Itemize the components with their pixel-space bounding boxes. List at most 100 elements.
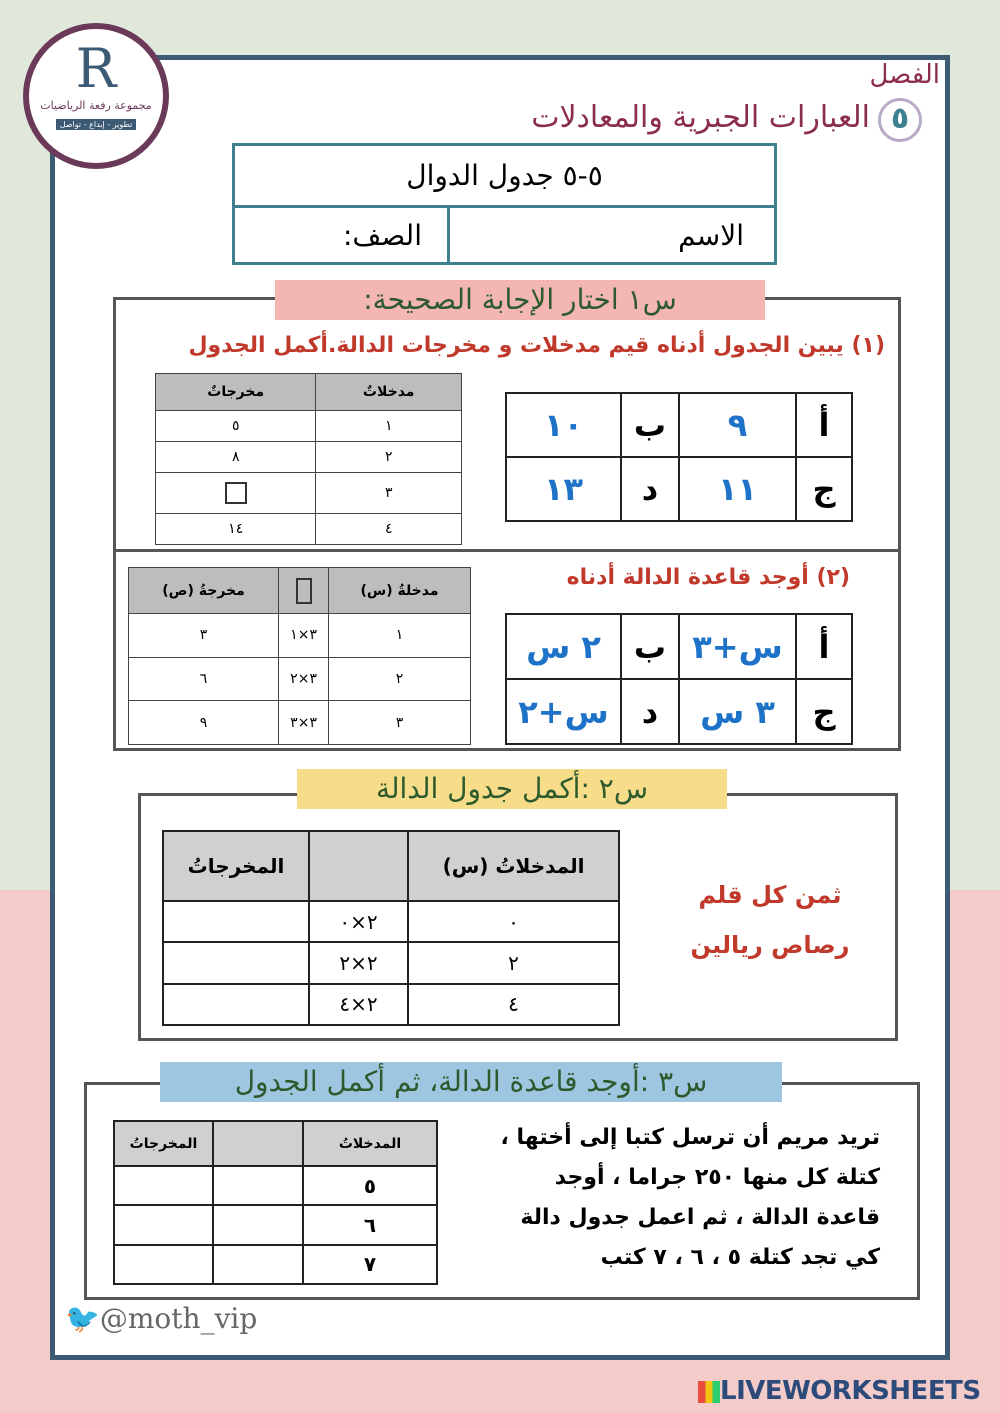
- q2-table: المدخلاتُ (س) المخرجاتُ ٠ ٢×٠ ٢ ٢×٢ ٤ ٢×٤: [162, 830, 620, 1027]
- cell: ٢: [407, 941, 620, 985]
- divider: [115, 549, 899, 552]
- cell: ١: [328, 613, 471, 658]
- paragraph-line: تريد مريم أن ترسل كتبا إلى أختها ،: [500, 1125, 880, 1150]
- answer-cell[interactable]: [162, 899, 310, 944]
- cell: ١٤: [154, 513, 317, 545]
- cell: ١: [315, 410, 462, 442]
- logo-tagline: تطوير - إبداع - تواصل: [55, 119, 137, 130]
- answer-cell[interactable]: [162, 941, 310, 985]
- option-a-value[interactable]: ٩: [678, 392, 797, 458]
- header: المدخلاتُ (س): [407, 830, 620, 902]
- answer-cell[interactable]: [212, 1164, 304, 1207]
- header: المخرجاتُ: [162, 830, 310, 902]
- cell: ٧: [302, 1243, 438, 1286]
- q2-label: س٢ :أكمل جدول الدالة: [297, 769, 727, 809]
- cell: ٣: [328, 700, 471, 745]
- q1-part1-prompt: (١) يبين الجدول أدناه قيم مدخلات و مخرجا…: [188, 333, 885, 358]
- cell: ٠: [407, 899, 620, 944]
- option-c-value[interactable]: ٣ س: [678, 678, 797, 745]
- q3-paragraph: تريد مريم أن ترسل كتبا إلى أختها ، كتلة …: [460, 1118, 880, 1278]
- side-text-line: رصاص ريالين: [690, 931, 850, 959]
- option-d-value[interactable]: س+٢: [505, 678, 622, 745]
- cell: ٢: [328, 656, 471, 702]
- cell: ٣×٢: [278, 656, 330, 702]
- option-b[interactable]: ب: [620, 613, 680, 680]
- logo-name: مجموعة رفعة الرياضيات: [40, 99, 152, 112]
- option-a-value[interactable]: س+٣: [678, 613, 797, 680]
- option-b-value[interactable]: ٢ س: [505, 613, 622, 680]
- answer-cell[interactable]: [113, 1243, 214, 1286]
- cell: ٥: [154, 410, 317, 442]
- paragraph-line: كي تجد كتلة ٥ ، ٦ ، ٧ كتب: [600, 1245, 880, 1270]
- answer-cell[interactable]: [212, 1204, 304, 1246]
- answer-cell[interactable]: [113, 1164, 214, 1207]
- cell: ٤: [407, 982, 620, 1027]
- option-d[interactable]: د: [620, 456, 680, 522]
- blank-box-icon: [224, 481, 247, 504]
- q3-table: المدخلاتُ المخرجاتُ ٥ ٦ ٧: [113, 1120, 438, 1286]
- cell: ٣: [127, 613, 280, 658]
- header: المخرجاتُ: [113, 1120, 214, 1167]
- logo-initial: R: [75, 37, 117, 100]
- liveworksheets-logo-icon: [698, 1380, 720, 1403]
- q1-label: س١ اختار الإجابة الصحيحة:: [275, 280, 765, 320]
- header-blank[interactable]: [212, 1120, 304, 1167]
- answer-cell[interactable]: [212, 1243, 304, 1286]
- option-a[interactable]: أ: [795, 392, 853, 458]
- side-text-line: ثمن كل قلم: [698, 881, 842, 909]
- q1-part2-prompt: (٢) أوجد قاعدة الدالة أدناه: [566, 565, 850, 590]
- option-a[interactable]: أ: [795, 613, 853, 680]
- twitter-handle: 🐦@moth_vip: [65, 1302, 257, 1335]
- q3-label: س٣ :أوجد قاعدة الدالة، ثم أكمل الجدول: [160, 1062, 782, 1102]
- cell: ٣×٣: [278, 700, 330, 745]
- header: مخرجةُ (ص): [127, 567, 280, 614]
- option-d-value[interactable]: ١٣: [505, 456, 622, 522]
- header-blank: [308, 830, 409, 902]
- answer-cell[interactable]: [113, 1204, 214, 1246]
- answer-cell[interactable]: [162, 982, 310, 1027]
- header: المدخلاتُ: [302, 1120, 438, 1167]
- cell: ٥: [302, 1164, 438, 1207]
- cell: ٤: [315, 513, 462, 545]
- option-c-value[interactable]: ١١: [678, 456, 797, 522]
- header: مدخلةُ (س): [328, 567, 471, 614]
- class-field[interactable]: الصف:: [232, 205, 450, 265]
- liveworksheets-brand: LIVEWORKSHEETS: [698, 1376, 981, 1406]
- cell: ٢×٢: [308, 941, 409, 985]
- cell: ٩: [127, 700, 280, 745]
- cell: ٨: [154, 440, 317, 473]
- cell: ٢: [315, 440, 462, 473]
- header-blank: [278, 567, 330, 614]
- cell: ٢×٠: [308, 899, 409, 944]
- option-c[interactable]: ج: [795, 456, 853, 522]
- cell: ٢×٤: [308, 982, 409, 1027]
- cell: ٦: [127, 656, 280, 702]
- cell: ٦: [302, 1204, 438, 1246]
- logo: R مجموعة رفعة الرياضيات تطوير - إبداع - …: [23, 23, 169, 169]
- missing-box: [154, 471, 317, 515]
- chapter-number: ٥: [878, 98, 922, 142]
- option-b-value[interactable]: ١٠: [505, 392, 622, 458]
- chapter-label: الفصل: [869, 60, 940, 90]
- paragraph-line: كتلة كل منها ٢٥٠ جراما ، أوجد: [554, 1165, 880, 1190]
- paragraph-line: قاعدة الدالة ، ثم اعمل جدول دالة: [520, 1205, 880, 1230]
- cell: ٣×١: [278, 613, 330, 658]
- blank-box-icon: [295, 577, 312, 604]
- twitter-text: @moth_vip: [99, 1302, 258, 1335]
- option-d[interactable]: د: [620, 678, 680, 745]
- chapter-title: العبارات الجبرية والمعادلات: [531, 100, 870, 135]
- cell: ٣: [315, 471, 462, 515]
- q1-part1-options: أ ٩ ب ١٠ ج ١١ د ١٣: [505, 392, 853, 522]
- q2-side-text: ثمن كل قلم رصاص ريالين: [660, 870, 880, 970]
- lesson-title: ٥-٥ جدول الدوال: [232, 143, 777, 208]
- q1-part2-table: مدخلةُ (س) مخرجةُ (ص) ١ ٣×١ ٣ ٢ ٣×٢ ٦ ٣ ٣×٣ ٩: [127, 567, 471, 745]
- name-field[interactable]: الاسم: [447, 205, 777, 265]
- header: مخرجاتٌ: [154, 373, 317, 411]
- header: مدخلاتٌ: [315, 373, 462, 411]
- option-c[interactable]: ج: [795, 678, 853, 745]
- title-box: ٥-٥ جدول الدوال الاسم الصف:: [232, 143, 777, 265]
- option-b[interactable]: ب: [620, 392, 680, 458]
- brand-text: LIVEWORKSHEETS: [720, 1376, 981, 1406]
